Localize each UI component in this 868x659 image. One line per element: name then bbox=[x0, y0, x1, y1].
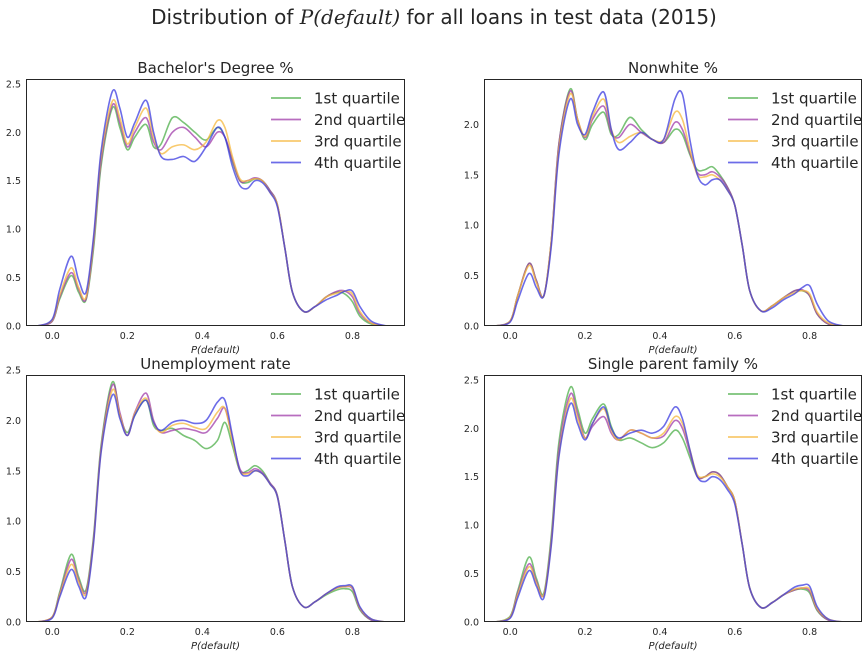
x-tick-label: 0.6 bbox=[727, 627, 742, 638]
panel-2: Nonwhite % 0.0 0.2 0.4 0.6 0.8 0.0 0.5 1.0 1.5 2.0… bbox=[464, 59, 862, 356]
y-tick-label: 0.0 bbox=[6, 322, 21, 333]
series-line-4 bbox=[495, 89, 844, 326]
legend: 1st quartile 2nd quartile 3rd quartile 4th … bbox=[728, 386, 862, 468]
series-line-4 bbox=[495, 402, 844, 622]
x-tick-label: 0.6 bbox=[270, 331, 285, 342]
x-tick-label: 0.0 bbox=[503, 627, 518, 638]
legend-label-1: 1st quartile bbox=[314, 386, 400, 404]
x-tick-label: 0.8 bbox=[802, 627, 817, 638]
y-tick-label: 1.5 bbox=[464, 170, 479, 181]
legend-label-2: 2nd quartile bbox=[314, 111, 405, 129]
legend: 1st quartile 2nd quartile 3rd quartile 4th … bbox=[728, 90, 862, 172]
panel-1: Bachelor's Degree % 0.0 0.2 0.4 0.6 0.8 0.0 0.5… bbox=[6, 59, 405, 356]
y-tick-label: 0.5 bbox=[6, 567, 21, 578]
panel-title: Unemployment rate bbox=[140, 355, 291, 373]
y-tick-label: 1.5 bbox=[464, 472, 479, 483]
y-tick-label: 0.0 bbox=[6, 618, 21, 629]
legend-label-4: 4th quartile bbox=[771, 154, 859, 172]
y-tick-label: 2.5 bbox=[6, 79, 21, 90]
y-tick-label: 2.0 bbox=[6, 416, 21, 427]
legend-label-4: 4th quartile bbox=[771, 450, 859, 468]
y-tick-label: 2.0 bbox=[464, 424, 479, 435]
x-tick-label: 0.8 bbox=[345, 331, 360, 342]
legend-label-1: 1st quartile bbox=[314, 90, 400, 108]
x-tick-label: 0.4 bbox=[652, 627, 667, 638]
legend-label-3: 3rd quartile bbox=[314, 133, 402, 151]
x-axis-label: P(default) bbox=[648, 345, 697, 356]
x-axis-label: P(default) bbox=[191, 641, 240, 652]
y-tick-label: 1.0 bbox=[6, 517, 21, 528]
y-tick-label: 1.0 bbox=[464, 221, 479, 232]
x-axis-label: P(default) bbox=[648, 641, 697, 652]
series-line-4 bbox=[37, 393, 387, 622]
y-tick-label: 1.5 bbox=[6, 176, 21, 187]
panel-title: Nonwhite % bbox=[628, 59, 718, 77]
x-tick-label: 0.4 bbox=[195, 331, 210, 342]
y-tick-label: 0.5 bbox=[464, 271, 479, 282]
x-tick-label: 0.0 bbox=[45, 627, 60, 638]
axes-frame bbox=[484, 79, 862, 326]
x-tick-label: 0.8 bbox=[345, 627, 360, 638]
y-tick-label: 0.0 bbox=[464, 618, 479, 629]
x-tick-label: 0.2 bbox=[577, 331, 592, 342]
x-tick-label: 0.2 bbox=[577, 627, 592, 638]
x-tick-label: 0.4 bbox=[652, 331, 667, 342]
legend-label-3: 3rd quartile bbox=[314, 429, 402, 447]
legend-label-1: 1st quartile bbox=[771, 90, 857, 108]
axes-frame bbox=[484, 375, 862, 622]
legend: 1st quartile 2nd quartile 3rd quartile 4th … bbox=[271, 90, 405, 172]
legend-label-4: 4th quartile bbox=[314, 450, 402, 468]
panel-4: Single parent family % 0.0 0.2 0.4 0.6 0.8 0.0… bbox=[464, 355, 862, 652]
y-tick-label: 2.5 bbox=[6, 365, 21, 376]
x-tick-label: 0.2 bbox=[120, 627, 135, 638]
y-tick-label: 2.5 bbox=[464, 375, 479, 386]
x-tick-label: 0.0 bbox=[503, 331, 518, 342]
y-tick-label: 0.5 bbox=[464, 569, 479, 580]
legend-label-3: 3rd quartile bbox=[771, 429, 859, 447]
series-lines bbox=[494, 385, 844, 622]
panel-title: Bachelor's Degree % bbox=[137, 59, 293, 77]
figure-title: Distribution of P(default) for all loans… bbox=[151, 5, 717, 29]
y-tick-label: 1.5 bbox=[6, 466, 21, 477]
y-tick-label: 1.0 bbox=[464, 521, 479, 532]
axes-frame bbox=[26, 375, 405, 622]
x-tick-label: 0.6 bbox=[270, 627, 285, 638]
series-line-4 bbox=[36, 89, 387, 326]
legend-label-1: 1st quartile bbox=[771, 386, 857, 404]
y-tick-label: 0.5 bbox=[6, 273, 21, 284]
x-tick-label: 0.6 bbox=[727, 331, 742, 342]
x-tick-label: 0.0 bbox=[45, 331, 60, 342]
figure-title-after: for all loans in test data (2015) bbox=[400, 5, 717, 29]
legend-label-4: 4th quartile bbox=[314, 154, 402, 172]
legend-label-2: 2nd quartile bbox=[771, 407, 862, 425]
panel-3: Unemployment rate 0.0 0.2 0.4 0.6 0.8 0.0 0.5 1.… bbox=[6, 355, 405, 652]
series-line-2 bbox=[494, 392, 844, 622]
legend-label-3: 3rd quartile bbox=[771, 133, 859, 151]
series-lines bbox=[36, 89, 387, 326]
axes-frame bbox=[26, 79, 405, 326]
y-tick-label: 1.0 bbox=[6, 225, 21, 236]
series-lines bbox=[494, 88, 844, 326]
x-tick-label: 0.4 bbox=[195, 627, 210, 638]
legend-label-2: 2nd quartile bbox=[314, 407, 405, 425]
panel-title: Single parent family % bbox=[588, 355, 758, 373]
legend: 1st quartile 2nd quartile 3rd quartile 4th … bbox=[271, 386, 405, 468]
figure-title-math: P(default) bbox=[299, 5, 400, 29]
x-tick-label: 0.2 bbox=[120, 331, 135, 342]
x-axis-label: P(default) bbox=[191, 345, 240, 356]
legend-label-2: 2nd quartile bbox=[771, 111, 862, 129]
y-tick-label: 2.0 bbox=[6, 128, 21, 139]
y-tick-label: 0.0 bbox=[464, 322, 479, 333]
x-tick-label: 0.8 bbox=[802, 331, 817, 342]
y-tick-label: 2.0 bbox=[464, 120, 479, 131]
figure-title-before: Distribution of bbox=[151, 5, 300, 29]
series-lines bbox=[37, 380, 387, 622]
